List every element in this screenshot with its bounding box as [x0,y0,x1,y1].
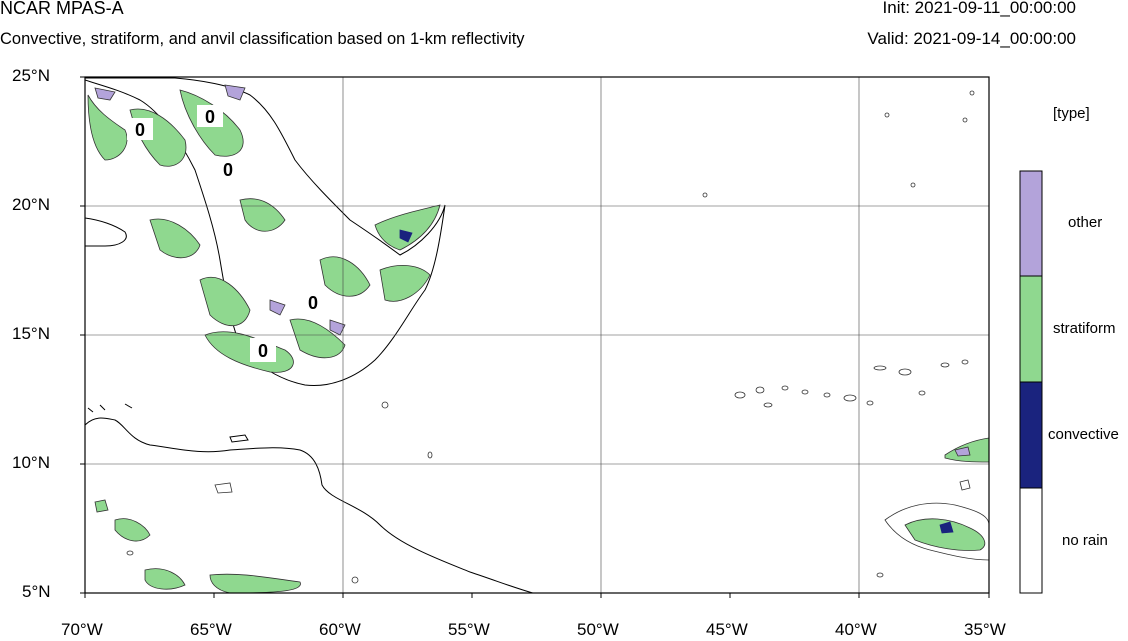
init-time: Init: 2021-09-11_00:00:00 [882,0,1076,17]
contour-label-5: 0 [258,341,268,361]
lat-label-15n: 15°N [12,324,50,343]
legend-title: [type] [1053,105,1090,122]
legend-colorbar [1019,170,1043,594]
legend-swatch-no-rain [1019,487,1043,594]
lon-label-60w: 60°W [319,620,361,639]
lon-label-50w: 50°W [577,620,619,639]
lat-label-25n: 25°N [12,66,50,85]
lon-label-65w: 65°W [190,620,232,639]
contour-label-2: 0 [205,107,215,127]
lon-label-35w: 35°W [964,620,1006,639]
legend-swatch-stratiform [1019,275,1043,383]
valid-time: Valid: 2021-09-14_00:00:00 [867,29,1076,48]
precip-cluster-southwest [94,482,301,593]
lon-label-40w: 40°W [835,620,877,639]
contour-label-1: 0 [135,120,145,140]
plot-subtitle: Convective, stratiform, and anvil classi… [0,30,525,48]
coastline-puerto-rico [85,217,127,247]
lat-label-10n: 10°N [12,453,50,472]
legend-label-convective: convective [1048,426,1119,443]
lat-label-5n: 5°N [22,582,51,601]
legend-swatch-convective [1019,381,1043,489]
axis-ticks [80,76,990,598]
lon-label-45w: 45°W [706,620,748,639]
plot-title: NCAR MPAS-A [0,0,124,18]
coastline-islands [87,403,133,413]
legend-label-no-rain: no rain [1062,532,1108,549]
contour-labels: 0 0 0 0 0 [127,105,326,362]
lon-label-55w: 55°W [448,620,490,639]
precip-cluster-east [884,437,989,561]
legend-label-stratiform: stratiform [1053,320,1116,337]
coastline-trinidad [229,434,249,443]
coastline-south-america [85,417,535,593]
legend-label-other: other [1068,214,1103,231]
lat-label-20n: 20°N [12,195,50,214]
precip-scattered-cells [126,90,975,584]
lon-label-70w: 70°W [61,620,103,639]
contour-label-4: 0 [308,293,318,313]
contour-label-3: 0 [223,160,233,180]
graticule [85,77,989,593]
legend-swatch-other [1019,170,1043,277]
